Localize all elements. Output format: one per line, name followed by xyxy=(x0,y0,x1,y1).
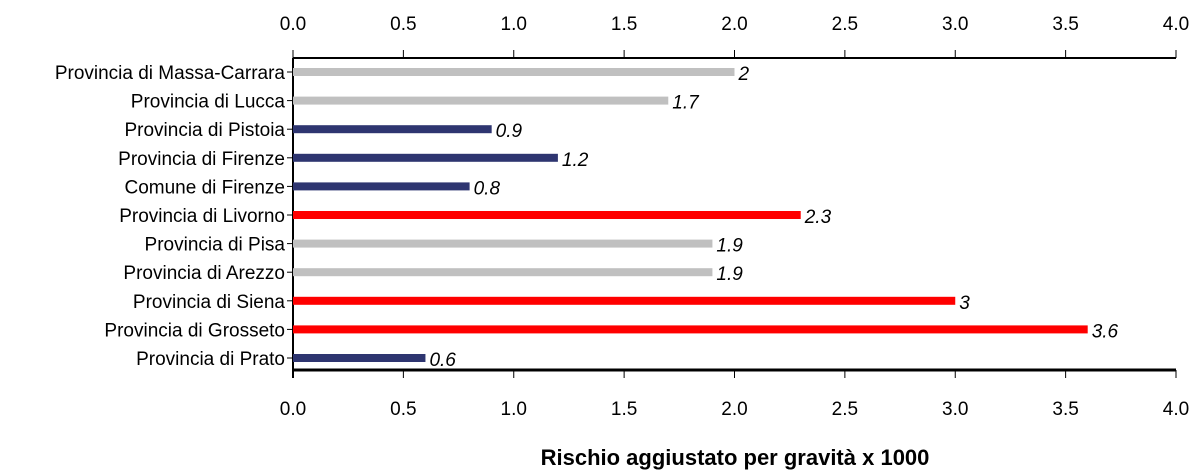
bar xyxy=(293,296,956,305)
x-tick-label-bottom: 4.0 xyxy=(1163,399,1189,420)
bar xyxy=(293,325,1088,334)
x-tick-label-top: 1.5 xyxy=(611,14,637,35)
bar-value-label: 3 xyxy=(959,293,970,314)
bar xyxy=(293,354,426,362)
category-label: Provincia di Firenze xyxy=(118,149,285,170)
x-tick-label-bottom: 2.5 xyxy=(832,399,858,420)
category-label: Provincia di Lucca xyxy=(131,92,286,113)
bar xyxy=(293,268,713,277)
bar xyxy=(293,239,713,248)
bar xyxy=(293,153,558,162)
x-tick-label-bottom: 1.0 xyxy=(501,399,527,420)
bar-value-label: 2 xyxy=(738,64,750,85)
x-tick-label-top: 2.5 xyxy=(832,14,858,35)
x-tick-label-top: 1.0 xyxy=(501,14,527,35)
x-tick-label-bottom: 3.5 xyxy=(1052,399,1078,420)
x-tick-label-top: 2.0 xyxy=(721,14,747,35)
category-label: Provincia di Siena xyxy=(133,292,286,313)
bar-value-label: 0.8 xyxy=(474,178,501,199)
bar-value-label: 3.6 xyxy=(1092,321,1119,342)
bar-value-label: 1.9 xyxy=(716,236,743,257)
category-label: Provincia di Grosseto xyxy=(104,320,285,341)
x-tick-label-bottom: 2.0 xyxy=(721,399,747,420)
x-tick-label-top: 4.0 xyxy=(1163,14,1189,35)
x-tick-label-bottom: 3.0 xyxy=(942,399,968,420)
bar-value-label: 0.9 xyxy=(496,121,523,142)
x-tick-label-top: 3.5 xyxy=(1052,14,1078,35)
category-label: Provincia di Massa-Carrara xyxy=(55,63,286,84)
category-label: Provincia di Pisa xyxy=(145,235,286,256)
category-label: Provincia di Arezzo xyxy=(123,263,285,284)
bar-value-label: 0.6 xyxy=(429,350,456,371)
x-tick-label-top: 0.0 xyxy=(280,14,306,35)
bar-value-label: 2.3 xyxy=(804,207,832,228)
x-tick-label-top: 0.5 xyxy=(390,14,416,35)
bar xyxy=(293,68,735,76)
bar-value-label: 1.9 xyxy=(716,264,743,285)
category-label: Comune di Firenze xyxy=(124,177,285,198)
bar-value-label: 1.2 xyxy=(562,150,589,171)
bar-value-label: 1.7 xyxy=(672,93,700,114)
category-label: Provincia di Livorno xyxy=(119,206,285,227)
category-label: Provincia di Prato xyxy=(136,349,285,370)
bar xyxy=(293,125,492,134)
bar xyxy=(293,96,669,105)
category-label: Provincia di Pistoia xyxy=(124,120,285,141)
bar xyxy=(293,182,470,191)
x-tick-label-bottom: 1.5 xyxy=(611,399,637,420)
x-axis-title: Rischio aggiustato per gravità x 1000 xyxy=(541,445,930,470)
x-tick-label-bottom: 0.5 xyxy=(390,399,416,420)
x-tick-label-bottom: 0.0 xyxy=(280,399,306,420)
bar xyxy=(293,211,801,219)
x-tick-label-top: 3.0 xyxy=(942,14,968,35)
